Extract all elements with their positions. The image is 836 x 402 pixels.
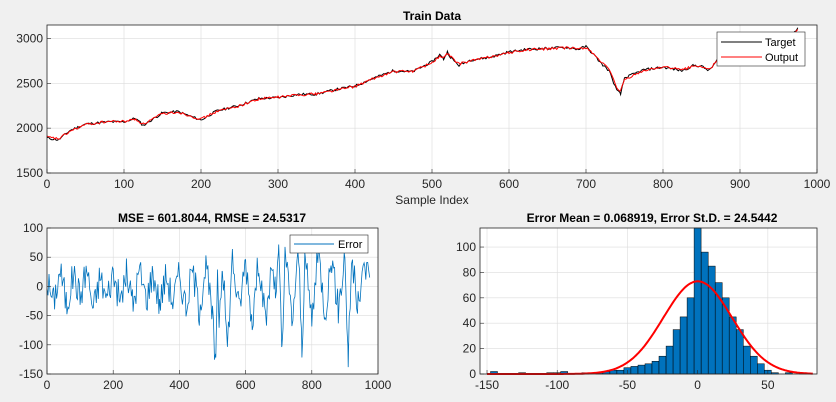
histogram-axes-box <box>479 227 818 375</box>
histogram-plot-area <box>480 228 817 374</box>
error-ticks: 0 200 400 600 800 1000 -150 -100 -50 0 50 100 <box>19 221 392 392</box>
histogram-bar <box>750 355 758 375</box>
hist-ytick-label: 0 <box>469 367 476 381</box>
train-data-axes: 0 100 200 300 400 500 600 700 800 900 1000 1500 2000… <box>16 9 830 207</box>
hist-ytick-label: 20 <box>463 342 477 356</box>
histogram-bar <box>757 363 765 375</box>
train-xtick-label: 700 <box>576 177 596 191</box>
histogram-bar <box>637 364 646 375</box>
series-output-line <box>46 29 799 140</box>
error-xtick-label: 400 <box>169 378 189 392</box>
histogram-bar <box>644 363 653 375</box>
train-xtick-label: 900 <box>730 177 750 191</box>
histogram-axes: -150 -100 -50 0 50 0 20 40 60 80 100 Error Mean = … <box>456 211 818 392</box>
train-legend: Target Output <box>716 31 806 67</box>
error-ytick-label: -50 <box>26 309 44 323</box>
error-legend: Error <box>289 234 369 254</box>
hist-xtick-label: -150 <box>475 378 499 392</box>
train-xlabel: Sample Index <box>395 193 468 207</box>
histogram-bar <box>736 329 744 375</box>
train-xtick-label: 300 <box>268 177 288 191</box>
train-xtick-label: 100 <box>114 177 134 191</box>
error-ytick-label: 50 <box>30 250 44 264</box>
error-axes: 0 200 400 600 800 1000 -150 -100 -50 0 50 100 MSE =… <box>19 211 392 392</box>
error-ytick-label: 100 <box>23 221 43 235</box>
histogram-bar <box>728 316 737 375</box>
histogram-bar <box>700 251 709 375</box>
legend-output-label: Output <box>765 52 798 64</box>
hist-xtick-label: 50 <box>761 378 775 392</box>
train-series <box>46 27 799 141</box>
histogram-bar <box>693 227 702 375</box>
series-error-line <box>46 244 371 368</box>
train-legend-box <box>716 31 806 67</box>
train-xtick-label: 600 <box>499 177 519 191</box>
error-xtick-label: 200 <box>103 378 123 392</box>
hist-xtick-label: 0 <box>694 378 701 392</box>
hist-ytick-label: 40 <box>463 316 477 330</box>
histogram-bar <box>665 345 674 375</box>
train-xtick-label: 400 <box>345 177 365 191</box>
train-title: Train Data <box>403 9 461 23</box>
hist-ytick-label: 100 <box>456 240 476 254</box>
histogram-bar <box>686 297 695 375</box>
train-ytick-label: 1500 <box>16 166 43 180</box>
train-xtick-label: 200 <box>191 177 211 191</box>
hist-ytick-label: 80 <box>463 265 477 279</box>
error-title: MSE = 601.8044, RMSE = 24.5317 <box>118 211 306 225</box>
train-xtick-label: 500 <box>422 177 442 191</box>
hist-xtick-label: -50 <box>619 378 637 392</box>
train-xtick-label: 0 <box>44 177 51 191</box>
error-xtick-label: 800 <box>302 378 322 392</box>
error-xtick-label: 0 <box>44 378 51 392</box>
histogram-bar <box>658 355 667 375</box>
histogram-bar <box>616 369 625 375</box>
error-xtick-label: 600 <box>236 378 256 392</box>
histogram-bar <box>672 329 681 375</box>
histogram-ticks: -150 -100 -50 0 50 0 20 40 60 80 100 <box>456 240 775 392</box>
legend-error-label: Error <box>338 239 363 251</box>
error-axes-box <box>46 227 379 375</box>
histogram-bar <box>651 361 660 375</box>
error-ytick-label: -150 <box>19 367 43 381</box>
train-ytick-label: 3000 <box>16 31 43 45</box>
histogram-bar <box>707 265 716 375</box>
histogram-title: Error Mean = 0.068919, Error St.D. = 24.… <box>527 211 778 225</box>
train-xtick-label: 1000 <box>804 177 831 191</box>
histogram-bar <box>679 316 688 375</box>
error-series <box>46 244 371 368</box>
train-ytick-label: 2000 <box>16 121 43 135</box>
train-ticks: 0 100 200 300 400 500 600 700 800 900 1000 1500 2000… <box>16 31 830 191</box>
histogram-bar <box>630 366 639 375</box>
train-ytick-label: 2500 <box>16 76 43 90</box>
error-ytick-label: 0 <box>36 279 43 293</box>
hist-ytick-label: 60 <box>463 291 477 305</box>
error-xtick-label: 1000 <box>365 378 392 392</box>
error-ytick-label: -100 <box>19 338 43 352</box>
train-xtick-label: 800 <box>653 177 673 191</box>
histogram-bar <box>743 345 751 375</box>
hist-xtick-label: -100 <box>545 378 569 392</box>
legend-target-label: Target <box>765 37 796 49</box>
